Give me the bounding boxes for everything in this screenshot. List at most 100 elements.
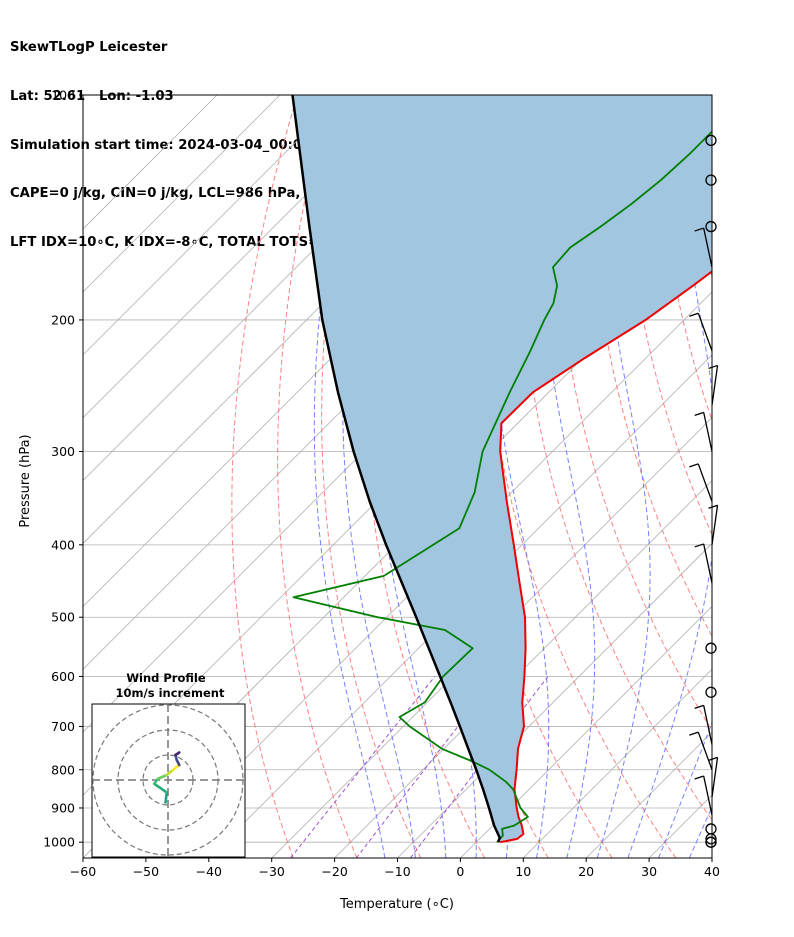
temperature-line: [499, 270, 712, 844]
hodograph-segment: [171, 763, 181, 772]
y-tick-label: 800: [51, 762, 75, 777]
x-tick-label: 40: [704, 864, 720, 879]
barb-shaft: [711, 505, 719, 545]
hodograph-segment: [164, 791, 169, 804]
wind-barb: [694, 775, 713, 816]
dry-adiabat: [277, 95, 358, 858]
barb-shaft: [711, 757, 719, 798]
barb-flag: [689, 312, 699, 317]
barb-flag: [708, 504, 718, 509]
barb-flag: [689, 463, 699, 468]
wind-barb: [694, 543, 713, 584]
x-tick-label: 0: [456, 864, 464, 879]
isotherm-line: [271, 417, 712, 858]
barb-flag: [689, 731, 699, 736]
barb-flag: [694, 704, 704, 709]
data-layer: [291, 95, 712, 844]
moist-adiabat: [313, 285, 386, 858]
wind-barb: [708, 756, 719, 798]
y-tick-label: 100: [51, 88, 75, 103]
barb-shaft: [697, 313, 713, 352]
wind-barb-calm: [705, 836, 717, 848]
x-tick-label: −50: [133, 864, 159, 879]
barb-shaft: [711, 365, 719, 406]
wind-barb: [689, 463, 713, 502]
dry-adiabat: [231, 95, 298, 858]
axis-ticks: −60 −50 −40 −30 −20 −10 0 10 20 30 40 100 200 300 400 5…: [43, 88, 720, 880]
moist-adiabat: [487, 113, 550, 858]
dry-adiabat: [589, 95, 712, 638]
isotherm-line: [145, 291, 712, 858]
x-tick-label: 20: [578, 864, 594, 879]
location-line: Lat: 52.61 Lon: -1.03: [10, 89, 174, 105]
wind-profile-plot: [92, 704, 245, 857]
dry-adiabat: [554, 95, 712, 732]
isotherm-line: [83, 95, 218, 230]
wind-barb: [708, 504, 719, 545]
barb-shaft: [703, 412, 713, 452]
x-tick-label: −60: [70, 864, 96, 879]
moist-adiabat: [658, 721, 712, 858]
wind-barb: [694, 411, 713, 452]
isotherm-line: [208, 354, 712, 858]
isotherm-line: [460, 605, 712, 858]
hodograph-segment: [165, 768, 175, 777]
moist-adiabat: [342, 255, 416, 858]
wind-profile-title: Wind Profile: [126, 671, 206, 685]
dry-adiabat: [481, 95, 677, 858]
x-axis-label: Temperature (∘C): [339, 897, 454, 912]
wind-barb-calm: [705, 823, 717, 835]
dry-adiabat: [721, 95, 794, 858]
hodograph-segment: [156, 773, 169, 781]
isotherm-line: [83, 95, 406, 419]
dewpoint-line: [292, 130, 712, 843]
wind-profile-inset: Wind Profile 10m/s increment: [91, 671, 246, 858]
dry-adiabat: [518, 95, 712, 821]
barb-shaft: [697, 463, 713, 502]
barb-flag: [694, 775, 704, 780]
parcel-line: [291, 95, 501, 843]
barb-shaft: [703, 543, 713, 584]
y-tick-label: 600: [51, 669, 75, 684]
barb-flag: [694, 543, 704, 548]
moist-adiabat: [372, 226, 447, 858]
moist-adiabat: [720, 95, 794, 858]
y-tick-label: 900: [51, 800, 75, 815]
wind-barb-calm: [705, 174, 717, 186]
mixing-ratio-line: [355, 676, 498, 858]
wind-barb-layer: [689, 134, 719, 848]
hodograph-segment: [152, 782, 169, 794]
isotherm-line: [83, 95, 344, 356]
y-tick-label: 200: [51, 312, 75, 327]
barb-flag: [694, 227, 704, 232]
mixing-ratio-line: [409, 676, 549, 858]
wind-barb: [694, 227, 713, 268]
dry-adiabat: [622, 95, 712, 536]
x-tick-label: −20: [321, 864, 347, 879]
isotherm-line: [523, 668, 712, 858]
barb-shaft: [697, 731, 713, 770]
hodograph-segment: [174, 751, 181, 757]
cin-cape-fill: [292, 95, 712, 843]
wind-barb: [708, 364, 719, 406]
isotherm-line: [711, 857, 712, 858]
dry-adiabat: [786, 95, 794, 858]
barb-flag: [694, 411, 704, 416]
wind-barb: [689, 731, 713, 770]
barb-shaft: [703, 775, 713, 816]
y-tick-label: 500: [51, 610, 75, 625]
x-tick-label: 10: [515, 864, 531, 879]
wind-barb-calm: [705, 134, 717, 147]
x-tick-label: −30: [259, 864, 285, 879]
x-tick-label: −40: [196, 864, 222, 879]
dry-adiabat: [754, 95, 794, 858]
moist-adiabat: [752, 95, 794, 858]
wind-barb-calm: [705, 220, 717, 233]
y-tick-label: 1000: [43, 835, 75, 850]
wind-profile-subtitle: 10m/s increment: [116, 686, 225, 700]
x-tick-label: 30: [641, 864, 657, 879]
wind-barb: [694, 704, 713, 745]
moist-adiabat: [627, 95, 712, 858]
barb-shaft: [703, 227, 713, 268]
